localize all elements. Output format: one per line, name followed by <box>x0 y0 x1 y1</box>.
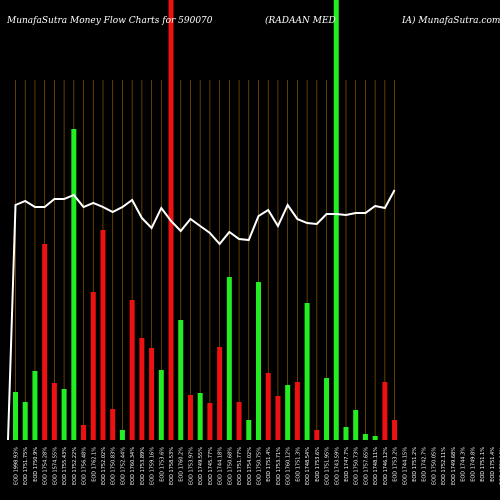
x-tick-label: EOD 1754.02% <box>247 447 253 485</box>
x-tick-label: EOD 1749.55% <box>198 447 204 485</box>
bar-up <box>304 303 310 440</box>
x-tick-label: EOD 1762.1% <box>91 447 97 482</box>
x-tick-label: EOD 1752.02% <box>101 447 107 485</box>
bar-down <box>42 244 48 440</box>
bar-down <box>236 402 242 440</box>
x-tick-label: EOD 1752.11% <box>441 447 447 485</box>
bar-down <box>275 396 281 440</box>
x-tick-label: EOD 1750.68% <box>227 447 233 485</box>
chart-title-mid: (RADAAN MED <box>265 15 336 26</box>
bar-down <box>265 373 271 440</box>
bar-up <box>71 129 77 440</box>
x-tick-label: EOD 1753.97% <box>188 447 194 485</box>
bar-up <box>333 0 339 440</box>
bar-down <box>100 230 106 440</box>
bar-down <box>392 420 398 440</box>
x-tick-label: EOD 1747.7% <box>344 447 350 482</box>
x-tick-label: EOD 1750.73% <box>354 447 360 485</box>
x-tick-label: EOD 1760.2% <box>179 447 185 482</box>
x-tick-label: EOD 1756.48% <box>82 447 88 485</box>
bar-up <box>372 436 378 440</box>
x-tick-label: EOD 1751.4% <box>490 447 496 482</box>
bar-down <box>90 292 96 440</box>
bar-up <box>119 430 125 440</box>
x-tick-label: EOD 1757.65% <box>363 447 369 485</box>
x-tick-label: EOD 1750.9% <box>33 447 39 482</box>
bar-up <box>362 434 368 440</box>
x-tick-label: EOD 1749.8% <box>470 447 476 482</box>
bar-down <box>81 425 87 440</box>
x-tick-label: EOD 1751.3% <box>295 447 301 482</box>
x-tick-label: EOD 1759.16% <box>150 447 156 485</box>
x-tick-label: EOD 1752.22% <box>72 447 78 485</box>
bar-down <box>382 382 388 440</box>
bar-up <box>324 378 330 440</box>
bar-down <box>51 383 57 440</box>
x-tick-label: EOD 1574.55% <box>52 447 58 485</box>
bar-down <box>110 409 116 440</box>
x-tick-label: EOD 1753.2% <box>393 447 399 482</box>
chart-title-left: MunafaSutra Money Flow Charts for 590070 <box>6 16 213 26</box>
x-tick-label: EOD 1758.53% <box>169 447 175 485</box>
x-tick-label: EOD 1751.95% <box>325 447 331 485</box>
x-tick-label: EOD 1754.28% <box>43 447 49 485</box>
bar-up <box>13 392 18 440</box>
x-tick-label: EOD 1751.77% <box>237 447 243 485</box>
x-tick-label: EOD 1745.77% <box>208 447 214 485</box>
bar-down <box>207 403 213 440</box>
bar-up <box>353 410 359 440</box>
bar-up <box>256 282 261 440</box>
x-tick-label: EOD 1751.75% <box>23 447 29 485</box>
bar-up <box>178 320 184 440</box>
x-tick-label: EOD 1760.12% <box>286 447 292 485</box>
bar-down <box>139 338 145 440</box>
x-tick-label: EOD 1753.89% <box>140 447 146 485</box>
bar-down <box>217 347 223 440</box>
bar-down <box>294 382 300 440</box>
bar-down <box>129 300 135 440</box>
bar-up <box>246 420 252 440</box>
x-tick-label: EOD 1752.44% <box>120 447 126 485</box>
bar-up <box>61 389 67 440</box>
x-tick-label: EOD 1742.7% <box>422 447 428 482</box>
x-tick-label: EOD 1748.54% <box>305 447 311 485</box>
x-tick-label: EOD 1750.83% <box>111 447 117 485</box>
chart-title-right: IA) MunafaSutra.com <box>401 15 500 26</box>
bar-up <box>158 370 164 440</box>
x-tick-label: EOD 1760.34% <box>130 447 136 485</box>
x-tick-label: EOD 1753.71% <box>276 447 282 485</box>
x-tick-label: EOD 1748.11% <box>373 447 379 485</box>
bar-up <box>226 277 232 440</box>
x-tick-label: EOD 1753.6% <box>159 447 165 482</box>
bar-up <box>32 371 38 440</box>
x-tick-label: EOD 1753.6% <box>315 447 321 482</box>
x-tick-label: EOD 1751.1% <box>480 447 486 482</box>
x-tick-label: EOD 1749.68% <box>451 447 457 485</box>
x-tick-label: EOD 1744.18% <box>218 447 224 485</box>
money-flow-line <box>7 189 396 441</box>
bar-up <box>285 385 291 440</box>
bar-down <box>314 430 320 440</box>
x-tick-label: EOD 1751.2% <box>412 447 418 482</box>
bar-up <box>22 402 28 440</box>
bar-up <box>343 427 349 440</box>
x-tick-label: EOD 1998.93% <box>14 447 20 485</box>
x-tick-label: EOD 1751.4% <box>266 447 272 482</box>
x-tick-label: EOD 1743.59% <box>334 447 340 485</box>
bar-down <box>149 348 155 440</box>
x-tick-label: EOD 1746.12% <box>383 447 389 485</box>
bar-up <box>197 393 203 440</box>
x-tick-label: EOD 1755.43% <box>62 447 68 485</box>
x-tick-label: EOD 1750.75% <box>257 447 263 485</box>
x-tick-label: EOD 1744.3% <box>461 447 467 482</box>
x-tick-labels: EOD 1998.93% EOD 1751.75% EOD 1750.9% EOD 1… <box>14 447 500 485</box>
x-tick-label: EOD 1744.15% <box>402 447 408 485</box>
bar-down <box>187 395 193 440</box>
x-tick-label: EOD 1750.05% <box>431 447 437 485</box>
